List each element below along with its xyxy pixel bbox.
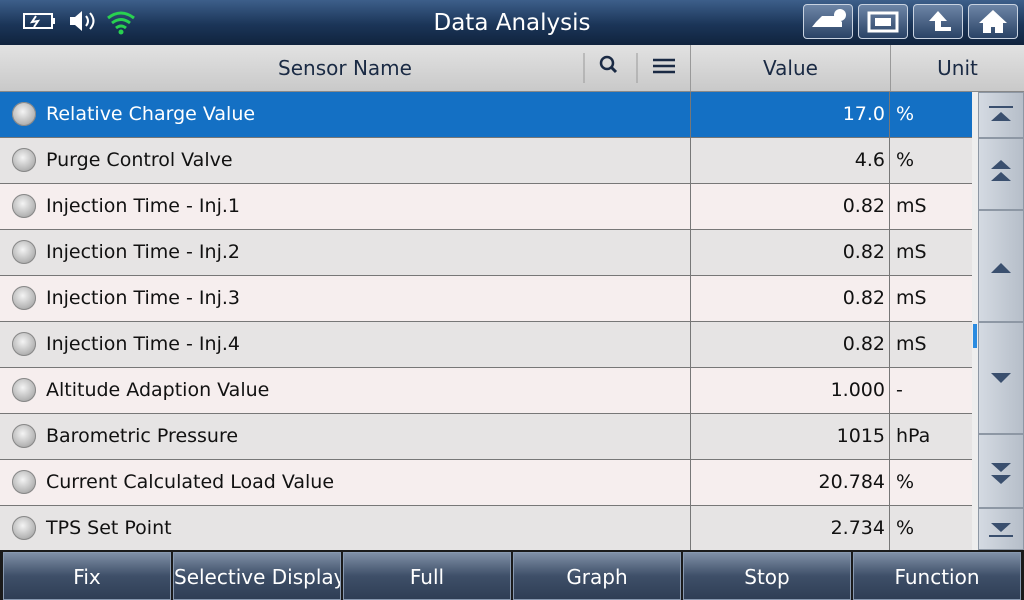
- screenshot-button[interactable]: [858, 4, 908, 39]
- title: Data Analysis: [433, 10, 591, 36]
- header-label: Sensor Name: [278, 56, 412, 80]
- row-radio[interactable]: [12, 470, 36, 494]
- table-row[interactable]: Barometric Pressure 1015 hPa: [0, 414, 972, 460]
- table-header: Sensor Name Value Unit: [0, 45, 1024, 92]
- value-text: 17.0: [842, 103, 885, 125]
- sensor-name: Relative Charge Value: [46, 103, 256, 125]
- back-button[interactable]: [913, 4, 963, 39]
- sensor-unit: %: [889, 92, 972, 137]
- value-text: 0.82: [842, 195, 885, 217]
- sensor-unit: -: [889, 368, 972, 413]
- table-row[interactable]: Relative Charge Value 17.0%: [0, 92, 972, 138]
- header-label: Unit: [937, 56, 978, 80]
- page-up-button[interactable]: [978, 138, 1024, 210]
- status-icons: [23, 11, 135, 35]
- table-row[interactable]: Injection Time - Inj.4 0.82 mS: [0, 322, 972, 368]
- table-row[interactable]: Injection Time - Inj.3 0.82 mS: [0, 276, 972, 322]
- vehicle-button[interactable]: [803, 4, 853, 39]
- table-row[interactable]: Injection Time - Inj.1 0.82 mS: [0, 184, 972, 230]
- sensor-name: Altitude Adaption Value: [46, 379, 270, 401]
- top-bar: Data Analysis: [0, 0, 1024, 45]
- sensor-value: 17.0: [690, 92, 885, 137]
- footer-button[interactable]: Full: [343, 552, 511, 600]
- sensor-value: 4.6: [690, 138, 885, 183]
- sensor-name: TPS Set Point: [46, 517, 172, 539]
- header-cell: Value: [690, 45, 890, 91]
- sensor-unit: %: [889, 460, 972, 505]
- footer-button[interactable]: Fix: [3, 552, 171, 600]
- table-body: Relative Charge Value 17.0% Purge Control …: [0, 92, 972, 550]
- sensor-value: 0.82: [690, 184, 885, 229]
- scroll-top-button[interactable]: [978, 92, 1024, 138]
- row-radio[interactable]: [12, 240, 36, 264]
- page-down-button[interactable]: [978, 434, 1024, 508]
- home-button[interactable]: [968, 4, 1018, 39]
- sensor-name: Current Calculated Load Value: [46, 471, 335, 493]
- sensor-name: Injection Time - Inj.3: [46, 287, 240, 309]
- value-text: 0.82: [842, 241, 885, 263]
- row-radio[interactable]: [12, 378, 36, 402]
- value-text: 0.82: [842, 333, 885, 355]
- table-row[interactable]: Altitude Adaption Value 1.000-: [0, 368, 972, 414]
- table-row[interactable]: Current Calculated Load Value 20.784%: [0, 460, 972, 506]
- table-row[interactable]: Injection Time - Inj.2 0.82 mS: [0, 230, 972, 276]
- header-cell: Unit: [890, 45, 1024, 91]
- sensor-name: Barometric Pressure: [46, 425, 239, 447]
- footer-button[interactable]: Stop: [683, 552, 851, 600]
- sensor-name: Injection Time - Inj.1: [46, 195, 240, 217]
- sensor-value: 0.82: [690, 276, 885, 321]
- footer-button[interactable]: Graph: [513, 552, 681, 600]
- sensor-unit: %: [889, 138, 972, 183]
- value-text: 4.6: [854, 149, 885, 171]
- value-text: 20.784: [818, 471, 885, 493]
- footer-button[interactable]: Function: [853, 552, 1021, 600]
- scroll-up-button[interactable]: [978, 210, 1024, 322]
- scrollbar: [972, 92, 978, 550]
- sensor-unit: mS: [889, 184, 972, 229]
- sensor-name: Injection Time - Inj.4: [46, 333, 240, 355]
- value-text: 2.734: [830, 517, 885, 539]
- scroll-down-button[interactable]: [978, 322, 1024, 434]
- header-tools: [583, 53, 675, 83]
- value-text: 0.82: [842, 287, 885, 309]
- sensor-value: 2.734: [690, 506, 885, 550]
- sensor-name: Purge Control Valve: [46, 149, 233, 171]
- row-radio[interactable]: [12, 102, 36, 126]
- row-radio[interactable]: [12, 332, 36, 356]
- scroll-bottom-button[interactable]: [978, 508, 1024, 550]
- value-text: 1015: [836, 425, 885, 447]
- sensor-unit: %: [889, 506, 972, 550]
- row-radio[interactable]: [12, 516, 36, 540]
- table-row[interactable]: Purge Control Valve 4.6%: [0, 138, 972, 184]
- row-radio[interactable]: [12, 148, 36, 172]
- sensor-value: 0.82: [690, 230, 885, 275]
- header-label: Value: [763, 56, 818, 80]
- sensor-unit: mS: [889, 230, 972, 275]
- row-radio[interactable]: [12, 424, 36, 448]
- row-radio[interactable]: [12, 194, 36, 218]
- row-radio[interactable]: [12, 286, 36, 310]
- footer-button[interactable]: Selective Display: [173, 552, 341, 600]
- sensor-value: 1.000: [690, 368, 885, 413]
- sensor-value: 0.82: [690, 322, 885, 367]
- sensor-value: 1015: [690, 414, 885, 459]
- sensor-unit: hPa: [889, 414, 972, 459]
- table-row[interactable]: TPS Set Point 2.734%: [0, 506, 972, 550]
- sensor-unit: mS: [889, 276, 972, 321]
- sensor-unit: mS: [889, 322, 972, 367]
- sensor-name: Injection Time - Inj.2: [46, 241, 240, 263]
- header-cell: Sensor Name: [0, 45, 690, 91]
- sensor-value: 20.784: [690, 460, 885, 505]
- value-text: 1.000: [830, 379, 885, 401]
- footer: Fix Selective Display Full Graph Stop Functio…: [0, 550, 1024, 600]
